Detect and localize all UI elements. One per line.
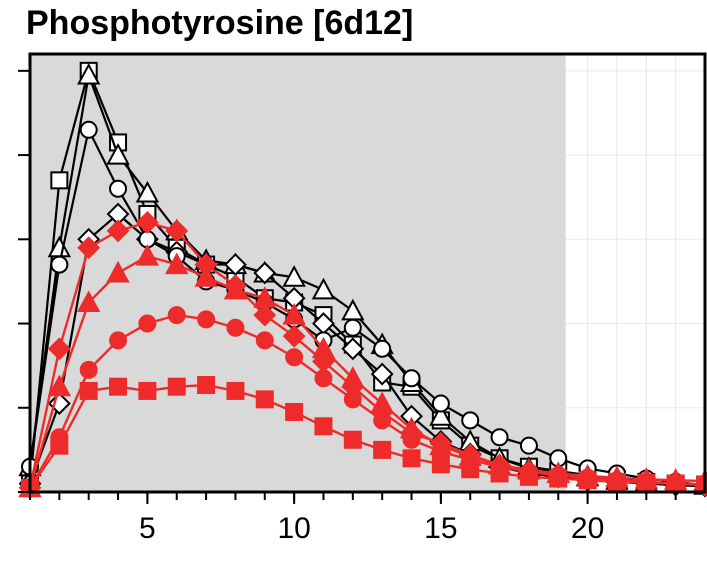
svg-text:20: 20	[571, 512, 604, 545]
svg-text:10: 10	[277, 512, 310, 545]
svg-text:15: 15	[424, 512, 457, 545]
chart-canvas: 5 10 15 20	[0, 0, 707, 571]
chart-title: Phosphotyrosine [6d12]	[26, 4, 413, 43]
svg-text:5: 5	[139, 512, 156, 545]
chart-figure: Phosphotyrosine [6d12] 5 10 15 20	[0, 0, 707, 571]
